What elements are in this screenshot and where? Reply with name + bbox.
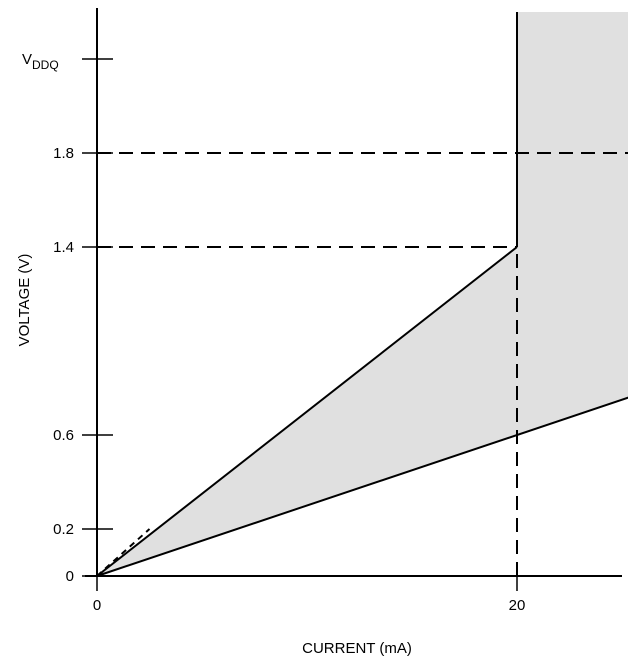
y-axis-title: VOLTAGE (V)	[16, 254, 33, 347]
series-line-2	[96, 396, 628, 577]
y-tick-label: 0	[66, 568, 74, 585]
series-line-1	[96, 246, 518, 577]
shaded-region-layer	[97, 12, 628, 576]
series-lines	[96, 12, 628, 577]
y-tick-label: 0.2	[53, 521, 74, 538]
x-tick-label: 20	[509, 597, 526, 614]
ticks	[82, 58, 518, 591]
shaded-region	[97, 12, 628, 576]
y-tick-label: 1.4	[53, 239, 74, 256]
y-tick-label-vddq: VDDQ	[22, 51, 59, 72]
y-tick-label: 0.6	[53, 427, 74, 444]
x-axis-title: CURRENT (mA)	[302, 640, 412, 657]
tick-labels: 00.20.61.41.8VDDQ02060	[22, 51, 526, 614]
axes	[85, 8, 622, 577]
y-tick-label: 1.8	[53, 145, 74, 162]
x-tick-label: 0	[93, 597, 101, 614]
